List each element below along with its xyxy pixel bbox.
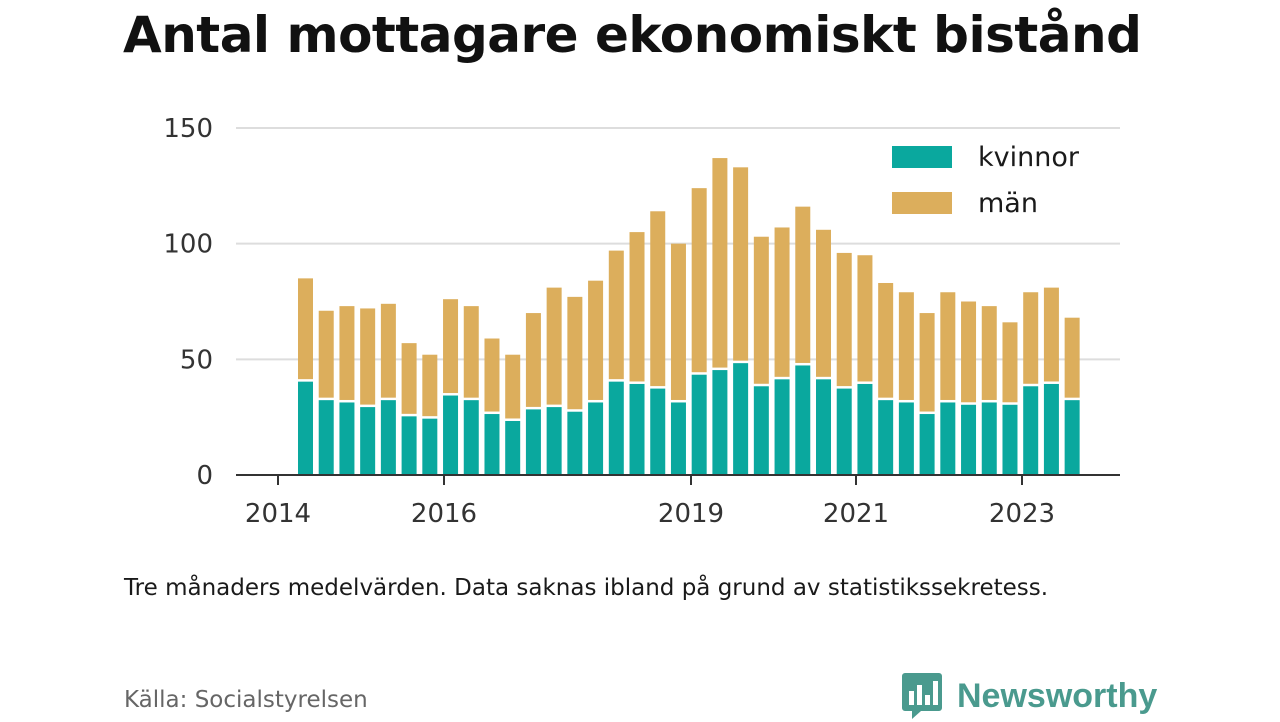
bar-man-28: [878, 282, 894, 398]
bar-man-2: [339, 306, 355, 400]
bar-kvinnor-29: [898, 402, 914, 475]
bar-man-14: [588, 280, 604, 400]
source-label: Källa: Socialstyrelsen: [124, 687, 368, 713]
chart-title: Antal mottagare ekonomiskt bistånd: [123, 6, 1142, 64]
legend-label-1: män: [978, 188, 1038, 219]
bar-kvinnor-4: [380, 400, 396, 475]
y-tick-label-0: 0: [196, 461, 213, 491]
bar-kvinnor-15: [608, 381, 624, 475]
bar-man-37: [1064, 317, 1080, 398]
x-tick-label-2019: 2019: [658, 499, 724, 529]
legend-swatch-0: [892, 146, 952, 168]
bar-man-33: [981, 306, 997, 400]
bar-kvinnor-26: [836, 388, 852, 475]
bar-man-36: [1043, 287, 1059, 382]
y-tick-label-150: 150: [163, 114, 213, 144]
bar-man-17: [650, 211, 666, 387]
bar-man-34: [1002, 322, 1018, 403]
bar-man-4: [380, 303, 396, 398]
bar-kvinnor-14: [588, 402, 604, 475]
bar-man-18: [670, 243, 686, 400]
legend-swatch-1: [892, 192, 952, 214]
bar-kvinnor-28: [878, 400, 894, 475]
bar-kvinnor-21: [733, 363, 749, 475]
bar-kvinnor-22: [753, 386, 769, 475]
bar-man-6: [422, 354, 438, 417]
bar-man-35: [1023, 292, 1039, 384]
bar-kvinnor-11: [525, 409, 541, 475]
bar-kvinnor-36: [1043, 383, 1059, 475]
bar-man-27: [857, 255, 873, 382]
bar-kvinnor-7: [443, 395, 459, 475]
y-tick-label-100: 100: [163, 230, 213, 260]
bar-kvinnor-19: [691, 374, 707, 475]
bar-man-12: [546, 287, 562, 405]
bar-man-22: [753, 236, 769, 384]
bar-man-16: [629, 232, 645, 382]
bar-man-32: [961, 301, 977, 403]
bar-kvinnor-34: [1002, 404, 1018, 475]
bar-kvinnor-20: [712, 370, 728, 475]
bar-man-19: [691, 188, 707, 373]
bar-man-26: [836, 252, 852, 387]
bar-man-10: [505, 354, 521, 419]
legend-label-0: kvinnor: [978, 142, 1080, 173]
bar-man-31: [940, 292, 956, 400]
bar-kvinnor-30: [919, 414, 935, 475]
bar-kvinnor-32: [961, 404, 977, 475]
bar-man-11: [525, 313, 541, 407]
bar-man-23: [774, 227, 790, 377]
bar-man-8: [463, 306, 479, 398]
bar-kvinnor-6: [422, 418, 438, 475]
bar-kvinnor-27: [857, 383, 873, 475]
bar-kvinnor-25: [816, 379, 831, 475]
bar-man-15: [608, 250, 624, 380]
bar-kvinnor-12: [546, 407, 562, 475]
bar-man-21: [733, 167, 749, 361]
bar-man-3: [360, 308, 376, 405]
chart-note: Tre månaders medelvärden. Data saknas ib…: [124, 575, 1049, 601]
bar-man-29: [898, 292, 914, 400]
bar-man-0: [298, 278, 313, 380]
bar-kvinnor-24: [795, 365, 811, 475]
bar-man-13: [567, 296, 583, 410]
bar-man-9: [484, 338, 500, 412]
bar-kvinnor-3: [360, 407, 376, 475]
legend: kvinnor män: [892, 142, 1080, 219]
y-tick-label-50: 50: [180, 345, 213, 375]
bar-kvinnor-18: [670, 402, 686, 475]
bar-kvinnor-23: [774, 379, 790, 475]
bars: [298, 158, 1080, 475]
bar-kvinnor-2: [339, 402, 355, 475]
axes: 0 50 100 150 2014 2016 2019 2021 2023: [163, 114, 1120, 529]
bar-man-25: [816, 229, 831, 377]
bar-man-24: [795, 206, 811, 363]
bar-kvinnor-31: [940, 402, 956, 475]
bar-kvinnor-13: [567, 411, 583, 475]
bar-man-30: [919, 313, 935, 412]
bar-kvinnor-37: [1064, 400, 1080, 475]
bar-kvinnor-5: [401, 416, 417, 475]
bar-kvinnor-35: [1023, 386, 1039, 475]
bar-man-5: [401, 343, 417, 414]
bar-kvinnor-8: [463, 400, 479, 475]
bar-man-1: [318, 310, 334, 398]
bar-kvinnor-16: [629, 383, 645, 475]
x-tick-label-2021: 2021: [823, 499, 889, 529]
bar-chart-speech-bubble-icon: [902, 673, 942, 719]
bar-kvinnor-17: [650, 388, 666, 475]
x-tick-label-2023: 2023: [989, 499, 1055, 529]
bar-man-7: [443, 299, 459, 394]
x-tick-label-2014: 2014: [245, 499, 311, 529]
x-tick-label-2016: 2016: [411, 499, 477, 529]
brand-name: Newsworthy: [957, 676, 1158, 715]
bar-kvinnor-10: [505, 420, 521, 475]
bar-kvinnor-0: [298, 381, 313, 475]
bar-man-20: [712, 158, 728, 368]
bar-kvinnor-9: [484, 414, 500, 475]
newsworthy-logo: Newsworthy: [901, 670, 1157, 722]
bar-kvinnor-33: [981, 402, 997, 475]
bar-kvinnor-1: [318, 400, 334, 475]
